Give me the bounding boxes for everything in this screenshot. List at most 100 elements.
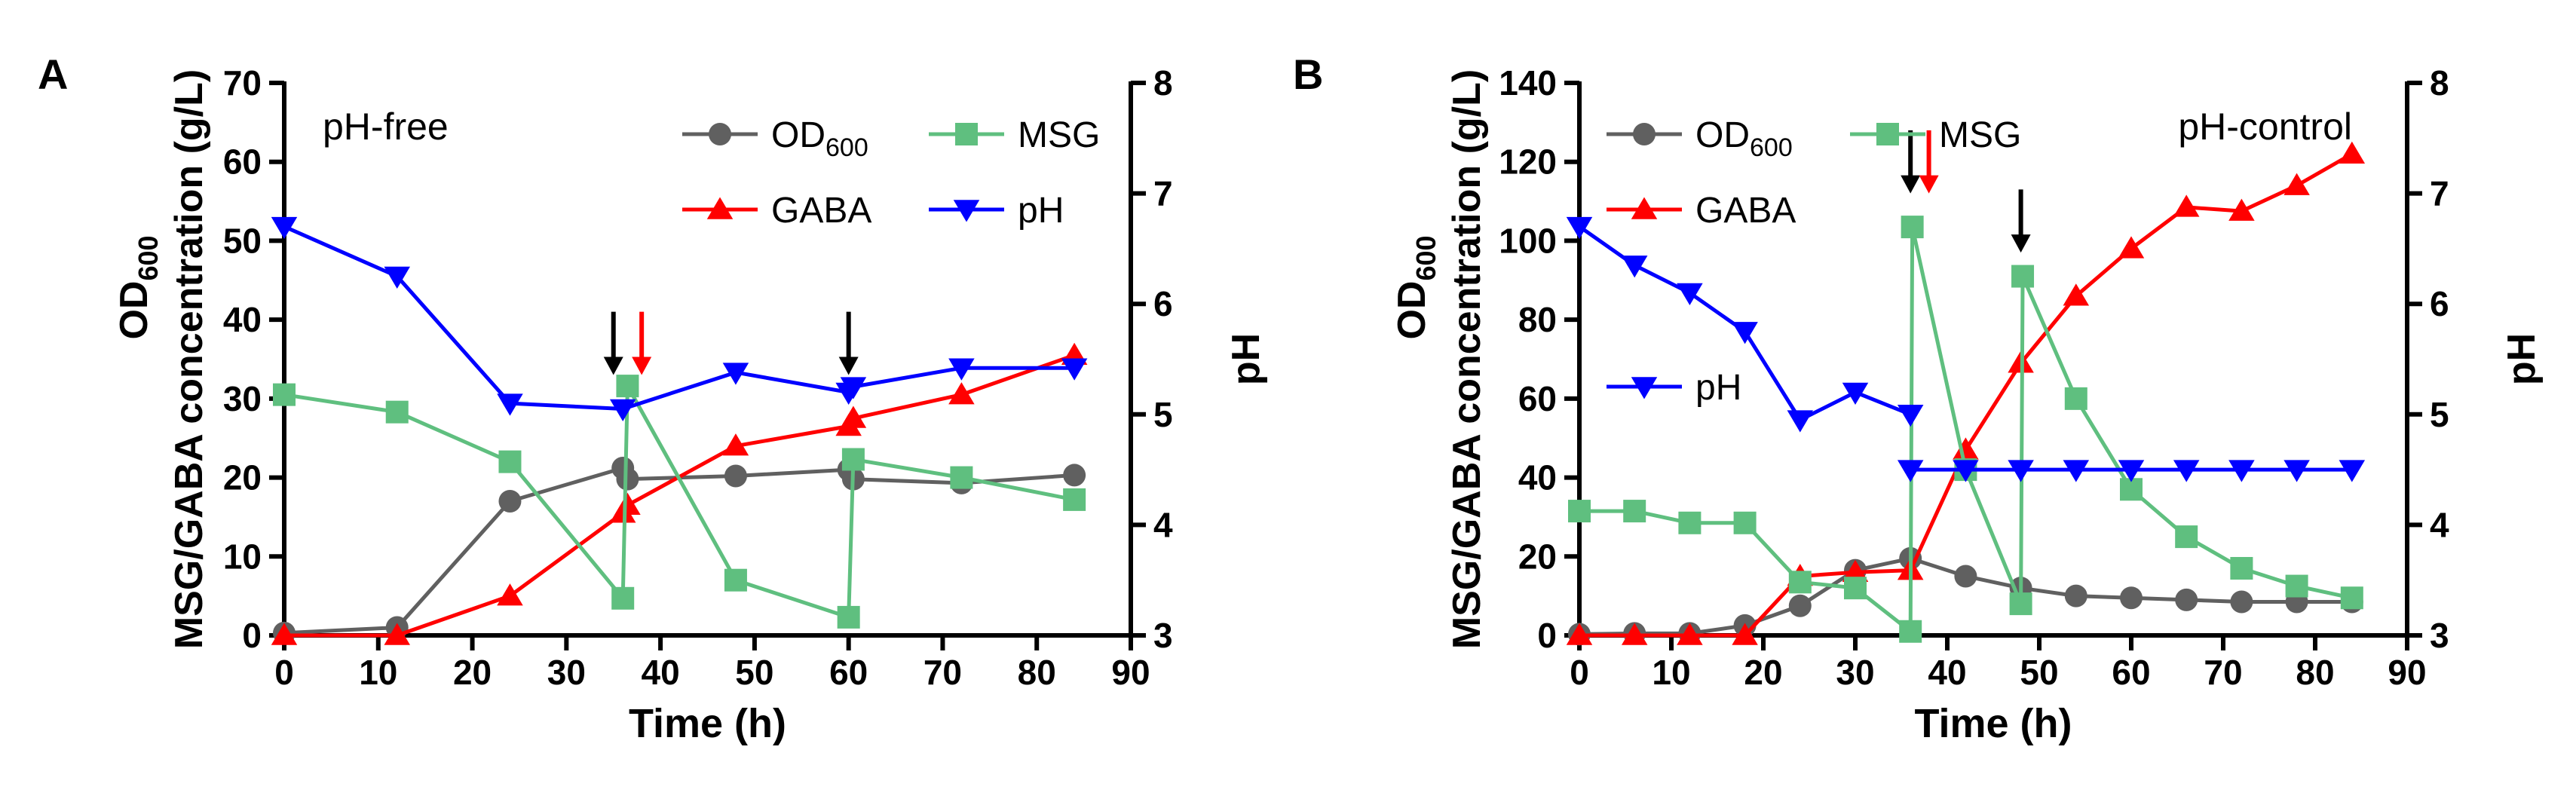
data-point <box>609 399 636 421</box>
y-tick-label-right: 8 <box>2430 63 2449 103</box>
legend-label: MSG <box>1939 115 2021 155</box>
y-tick-label-left: 100 <box>1499 221 1557 260</box>
legend-label-base: pH <box>1695 368 1741 408</box>
data-point <box>2009 592 2032 616</box>
panel-a-chart: 0 10 20 30 40 50 60 70 80 90 0 10 20 30 40 50 60 70 3 4 5 6 7 8… <box>112 63 1268 746</box>
x-tick-label: 10 <box>1652 653 1690 692</box>
data-point <box>840 377 867 399</box>
y-tick-label-right: 4 <box>2430 505 2449 544</box>
data-point <box>2175 588 2198 611</box>
data-point <box>1732 623 1758 645</box>
y-tick-label-right: 3 <box>1153 616 1173 655</box>
data-point <box>498 489 522 513</box>
x-tick-label: 80 <box>2296 653 2334 692</box>
x-tick-label: 0 <box>1570 653 1589 692</box>
y-tick-label-left: 10 <box>223 537 262 576</box>
y-tick-label-left: 20 <box>223 458 262 497</box>
y-axis-title-od: OD600 <box>112 235 164 339</box>
y-tick-label-right: 6 <box>1153 284 1173 323</box>
od-title-base: OD <box>1390 281 1434 340</box>
y-axis-title-right: pH <box>1224 333 1268 385</box>
legend-label-sub: 600 <box>1750 133 1793 162</box>
y-axis-title-od: OD600 <box>1390 235 1441 339</box>
y-tick-label-left: 70 <box>223 63 262 103</box>
data-point <box>1568 500 1591 523</box>
axes: 0 10 20 30 40 50 60 70 80 90 0 10 20 30 40 50 60 70 3 4 5 6 7 8 <box>223 63 1173 692</box>
data-point <box>616 375 639 398</box>
legend-item-gaba: GABA <box>682 191 871 231</box>
data-point <box>1566 623 1593 645</box>
legend-item-gaba: GABA <box>1607 191 1796 231</box>
legend-marker <box>953 200 980 222</box>
data-point <box>1566 216 1593 240</box>
legend-item-ph: pH <box>929 191 1064 231</box>
panel-a-letter: A <box>38 50 68 98</box>
black-arrow-annotation <box>603 311 623 375</box>
data-point <box>2228 198 2255 221</box>
x-tick-label: 60 <box>829 653 868 692</box>
legend-item-msg: MSG <box>1850 115 2021 155</box>
arrow-head <box>603 357 623 375</box>
x-tick-label: 40 <box>1928 653 1966 692</box>
y-tick-label-left: 0 <box>1537 616 1557 655</box>
data-point <box>273 383 296 406</box>
data-point <box>2228 460 2255 482</box>
data-point <box>2230 556 2253 580</box>
series-line <box>283 384 1075 620</box>
y-tick-label-right: 4 <box>1153 505 1173 544</box>
legend-label-base: MSG <box>1018 115 1100 155</box>
data-point <box>1842 382 1869 405</box>
data-point <box>497 393 523 416</box>
data-point <box>2283 173 2310 195</box>
data-point <box>2339 141 2366 164</box>
series-line <box>284 353 1075 638</box>
data-point <box>1732 322 1758 344</box>
y-axis-title-main: MSG/GABA concentration (g/L) <box>167 69 211 649</box>
series-ph <box>1566 216 1924 433</box>
data-point <box>616 467 639 491</box>
x-tick-label: 70 <box>924 653 962 692</box>
legend-label: MSG <box>1018 115 1100 155</box>
data-point <box>271 623 298 645</box>
data-point <box>1953 437 1979 460</box>
y-tick-label-left: 30 <box>223 379 262 418</box>
y-tick-label-right: 6 <box>2430 284 2449 323</box>
data-point <box>385 400 409 424</box>
y-tick-label-right: 7 <box>2430 174 2449 213</box>
data-point <box>1063 464 1086 487</box>
data-point <box>1788 594 1812 617</box>
legend-item-msg: MSG <box>929 115 1100 155</box>
x-tick-label: 80 <box>1018 653 1056 692</box>
data-point <box>1842 559 1869 582</box>
legend-item-ph: pH <box>1607 368 1741 408</box>
legend-label-base: GABA <box>1695 191 1796 231</box>
y-tick-label-left: 0 <box>242 616 262 655</box>
x-tick-label: 90 <box>1111 653 1150 692</box>
legend-label-base: OD <box>771 115 825 155</box>
red-arrow-annotation <box>1919 130 1939 194</box>
x-tick-label: 20 <box>1744 653 1782 692</box>
data-point <box>2063 283 2090 306</box>
data-point <box>1787 410 1814 433</box>
legend-label: OD600 <box>771 115 868 162</box>
data-point <box>2285 574 2308 598</box>
od-title-sub: 600 <box>1411 235 1441 280</box>
y-axis-title-right: pH <box>2500 333 2544 385</box>
x-tick-label: 30 <box>547 653 586 692</box>
legend-marker <box>709 123 731 145</box>
data-point <box>2339 460 2366 482</box>
y-tick-label-left: 40 <box>1518 458 1557 497</box>
black-arrow-annotation <box>1901 130 1921 194</box>
data-point <box>2063 460 2090 482</box>
data-point <box>271 216 298 240</box>
legend-marker <box>1631 377 1658 399</box>
legend-label: pH <box>1018 191 1064 231</box>
x-tick-label: 40 <box>642 653 680 692</box>
data-point <box>2011 265 2035 288</box>
data-point <box>497 583 523 606</box>
data-point <box>2173 194 2200 217</box>
legend-marker <box>955 123 978 145</box>
axes: 0 10 20 30 40 50 60 70 80 90 0 20 40 60 80 100 120 140 3 4 5… <box>1499 63 2449 692</box>
black-arrow-annotation <box>2011 189 2031 253</box>
data-point <box>1897 460 1924 482</box>
